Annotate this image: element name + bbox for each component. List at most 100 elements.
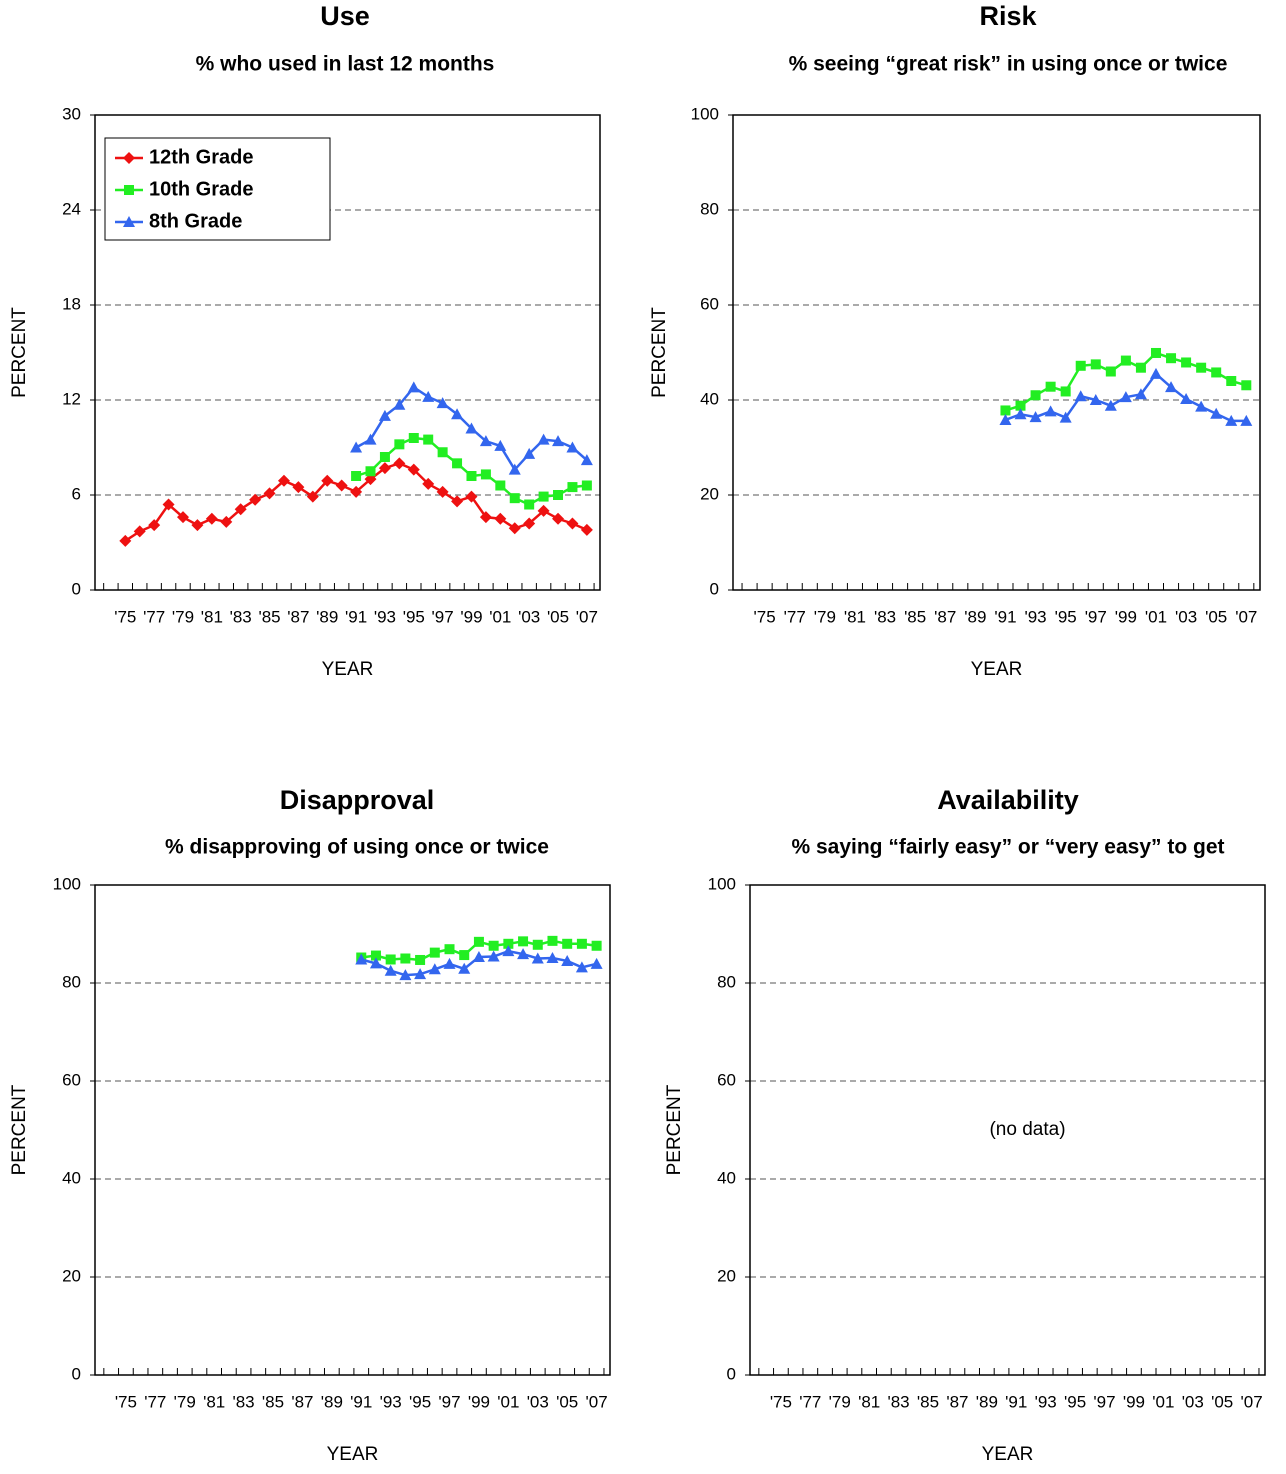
y-tick-label: 20: [62, 1266, 81, 1285]
marker: [547, 935, 558, 946]
marker: [1089, 394, 1102, 405]
marker: [537, 504, 550, 517]
marker: [553, 490, 564, 500]
x-tick-label: '03: [518, 607, 540, 626]
marker: [508, 522, 521, 535]
marker: [537, 433, 550, 445]
panel: Use % who used in last 12 months YEAR PERCE…: [9, 1, 601, 680]
marker: [1225, 414, 1238, 426]
marker: [451, 408, 464, 420]
chart-title: Use: [320, 1, 370, 31]
marker: [466, 471, 477, 481]
marker: [494, 512, 507, 525]
marker: [162, 498, 175, 511]
marker: [1014, 408, 1027, 420]
chart-title: Disapproval: [280, 785, 435, 815]
marker: [580, 454, 593, 466]
marker: [1045, 381, 1056, 392]
y-tick-label: 80: [700, 199, 719, 218]
x-tick-label: '83: [230, 607, 252, 626]
x-tick-label: '79: [174, 1392, 196, 1411]
x-tick-label: '75: [114, 607, 136, 626]
x-tick-label: '01: [1145, 607, 1167, 626]
marker: [590, 957, 603, 969]
marker: [1105, 366, 1116, 377]
x-tick-label: '75: [754, 607, 776, 626]
marker: [415, 954, 426, 965]
marker: [1060, 386, 1071, 397]
marker: [292, 481, 305, 494]
marker: [591, 940, 602, 951]
marker: [148, 519, 161, 532]
marker: [1150, 347, 1161, 358]
marker: [423, 434, 434, 445]
marker: [1181, 357, 1192, 368]
y-tick-label: 20: [700, 484, 719, 503]
marker: [581, 480, 592, 491]
x-tick-label: '07: [1241, 1392, 1263, 1411]
marker: [480, 469, 491, 480]
x-tick-label: '99: [460, 607, 482, 626]
marker: [479, 511, 492, 524]
chart-subtitle: % disapproving of using once or twice: [165, 836, 549, 859]
y-tick-label: 60: [700, 294, 719, 313]
y-tick-label: 30: [62, 104, 81, 123]
marker: [502, 945, 515, 957]
marker: [263, 487, 276, 500]
marker: [335, 479, 348, 492]
marker: [394, 439, 405, 450]
marker: [428, 963, 441, 975]
marker: [451, 495, 464, 508]
marker: [384, 964, 397, 976]
x-tick-label: '99: [468, 1392, 490, 1411]
marker: [1149, 367, 1162, 379]
x-tick-label: '01: [497, 1392, 519, 1411]
marker: [517, 948, 530, 960]
marker: [436, 397, 449, 409]
x-tick-label: '91: [994, 607, 1016, 626]
marker: [1241, 380, 1252, 391]
marker: [524, 499, 535, 510]
marker: [1196, 362, 1207, 373]
y-tick-label: 0: [727, 1364, 736, 1383]
marker: [566, 441, 579, 453]
marker: [306, 490, 319, 503]
y-tick-label: 0: [710, 579, 719, 598]
y-tick-label: 40: [700, 389, 719, 408]
marker: [205, 512, 218, 525]
marker: [465, 422, 478, 434]
marker: [407, 381, 420, 393]
marker: [1029, 411, 1042, 423]
x-tick-label: '01: [1152, 1392, 1174, 1411]
y-tick-label: 6: [72, 484, 81, 503]
marker: [379, 452, 390, 462]
x-tick-label: '93: [1024, 607, 1046, 626]
x-tick-label: '05: [556, 1392, 578, 1411]
marker: [1195, 400, 1208, 412]
x-tick-label: '01: [489, 607, 511, 626]
x-tick-label: '97: [432, 607, 454, 626]
plot-frame: [94, 884, 611, 1376]
x-tick-label: '87: [934, 607, 956, 626]
marker: [1240, 414, 1253, 426]
marker: [509, 493, 520, 504]
x-tick-label: '89: [964, 607, 986, 626]
marker: [119, 534, 132, 547]
x-tick-label: '85: [917, 1392, 939, 1411]
legend-label: 12th Grade: [149, 146, 253, 168]
x-tick-label: '77: [784, 607, 806, 626]
marker: [459, 950, 470, 961]
marker: [369, 957, 382, 969]
x-tick-label: '77: [143, 607, 165, 626]
x-tick-label: '83: [887, 1392, 909, 1411]
marker: [220, 515, 233, 528]
x-tick-label: '91: [350, 1392, 372, 1411]
chart-title: Risk: [979, 1, 1037, 31]
marker: [321, 474, 334, 487]
marker: [999, 413, 1012, 425]
marker: [350, 441, 363, 453]
y-axis-label: PERCENT: [9, 307, 30, 398]
marker: [562, 938, 573, 949]
annotation: (no data): [989, 1119, 1065, 1140]
